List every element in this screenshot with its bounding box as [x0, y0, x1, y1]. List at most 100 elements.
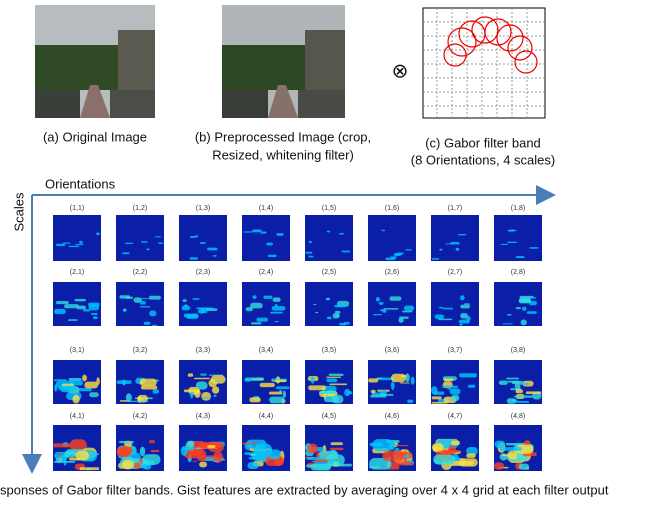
filter-response [368, 425, 416, 471]
response-blob [501, 244, 509, 245]
response-blob [75, 451, 89, 460]
response-blob [119, 295, 130, 298]
filter-response [494, 282, 542, 326]
cell-label: (1,7) [448, 205, 462, 212]
response-blob [405, 249, 411, 250]
response-blob [404, 306, 414, 311]
response-blob [527, 311, 537, 314]
response-blob [433, 392, 444, 395]
response-blob [149, 440, 155, 443]
response-blob [313, 304, 316, 305]
response-bg [116, 282, 164, 326]
response-blob [274, 321, 279, 322]
response-blob [140, 298, 149, 299]
filter-response [242, 282, 290, 326]
response-blob [331, 442, 343, 445]
response-blob [395, 445, 408, 446]
response-blob [460, 295, 465, 300]
response-blob [141, 241, 148, 242]
response-blob [96, 232, 99, 235]
response-blob [269, 397, 284, 404]
response-blob [389, 296, 401, 300]
cell-label: (1,4) [259, 205, 273, 212]
response-bg [494, 215, 542, 261]
operator: ⊗ [392, 60, 409, 82]
response-blob [382, 309, 386, 313]
response-blob [77, 306, 86, 310]
response-blob [329, 383, 347, 385]
response-bg [242, 215, 290, 261]
response-blob [190, 257, 198, 259]
response-blob [212, 386, 219, 393]
response-blob [215, 380, 220, 382]
response-blob [88, 303, 100, 307]
cell-label: (2,4) [259, 269, 273, 276]
response-blob [193, 461, 198, 462]
response-blob [270, 312, 282, 314]
cell-label: (1,3) [196, 205, 210, 212]
response-blob [464, 303, 470, 304]
response-blob [451, 395, 459, 401]
response-blob [370, 395, 386, 398]
response-blob [213, 395, 216, 397]
response-blob [144, 322, 151, 325]
filter-grid: (1,1)(1,2)(1,3)(1,4)(1,5)(1,6)(1,7)(1,8)… [53, 205, 542, 471]
response-blob [308, 385, 326, 390]
cell-label: (4,8) [511, 413, 525, 420]
response-blob [382, 230, 386, 231]
response-blob [183, 299, 187, 302]
response-blob [140, 306, 150, 307]
response-blob [141, 396, 145, 397]
response-blob [68, 319, 78, 321]
filter-response [53, 215, 101, 261]
response-blob [307, 457, 325, 460]
response-blob [56, 457, 63, 463]
response-blob [460, 324, 463, 325]
response-blob [89, 392, 99, 397]
cell-label: (3,1) [70, 347, 84, 354]
filter-response [179, 360, 227, 404]
response-blob [207, 248, 217, 251]
response-blob [526, 391, 542, 394]
response-blob [432, 258, 439, 260]
response-bg [431, 215, 479, 261]
response-blob [400, 382, 410, 383]
cell-label: (1,1) [70, 205, 84, 212]
response-blob [319, 391, 336, 394]
cell-label: (3,3) [196, 347, 210, 354]
response-blob [458, 234, 466, 235]
response-blob [500, 447, 522, 451]
response-blob [405, 373, 410, 382]
preprocessed-image [222, 5, 345, 118]
cell-label: (4,1) [70, 413, 84, 420]
response-blob [251, 322, 261, 324]
cell-label: (2,1) [70, 269, 84, 276]
response-blob [459, 373, 477, 377]
response-blob [503, 323, 513, 324]
cell-label: (2,3) [196, 269, 210, 276]
filter-response [53, 282, 101, 326]
figure: ⊗ (a) Original Image (b) Preprocessed Im… [0, 0, 645, 508]
response-blob [308, 256, 313, 258]
response-blob [333, 313, 340, 318]
filter-response [368, 360, 416, 404]
response-blob [263, 296, 272, 299]
cell-label: (2,8) [511, 269, 525, 276]
response-blob [140, 447, 145, 457]
original-image [35, 5, 155, 118]
response-blob [275, 380, 286, 382]
response-blob [207, 445, 215, 448]
response-blob [373, 314, 382, 315]
response-blob [75, 388, 91, 391]
cell-label: (1,6) [385, 205, 399, 212]
cell-label: (2,6) [385, 269, 399, 276]
response-blob [435, 315, 444, 319]
response-blob [327, 317, 332, 320]
response-blob [256, 318, 268, 322]
response-blob [192, 298, 199, 300]
response-blob [519, 299, 531, 304]
response-blob [339, 323, 346, 326]
response-blob [522, 307, 526, 311]
filter-response [242, 425, 290, 471]
cell-label: (2,7) [448, 269, 462, 276]
